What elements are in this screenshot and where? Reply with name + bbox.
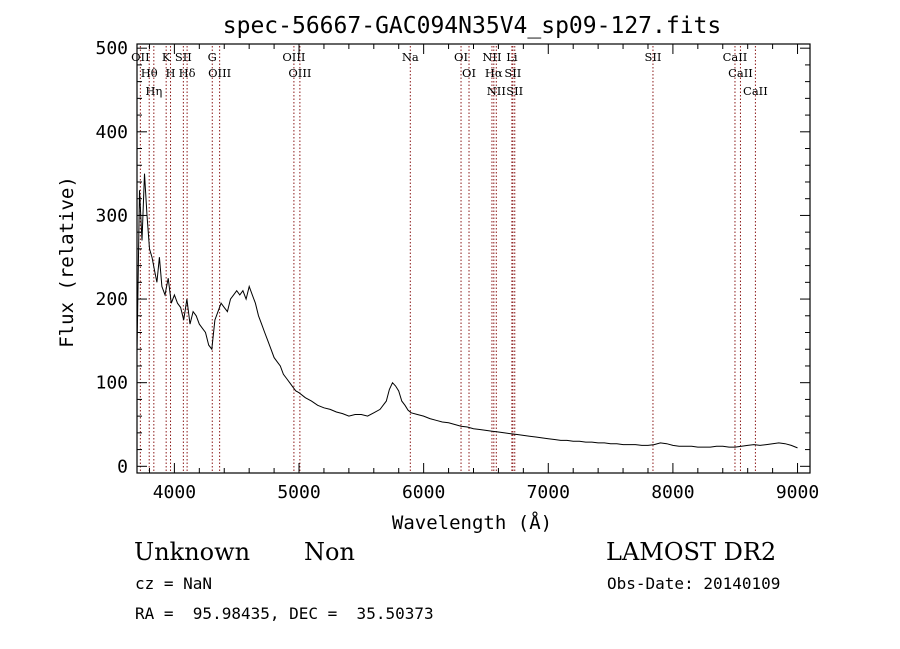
line-marker-label: Hη (145, 84, 162, 98)
line-marker-label: Li (506, 50, 518, 64)
y-tick-label: 200 (95, 289, 128, 310)
spectrum-series-line (136, 173, 798, 449)
line-marker-label: SII (175, 50, 192, 64)
line-marker-label: OII (131, 50, 150, 64)
line-marker-label: OIII (282, 50, 305, 64)
y-tick-label: 0 (117, 456, 128, 477)
chart-title: spec-56667-GAC094N35V4_sp09-127.fits (223, 13, 722, 39)
x-tick-label: 7000 (527, 482, 570, 503)
line-marker-label: Na (402, 50, 419, 64)
y-tick-label: 500 (95, 38, 128, 59)
x-tick-label: 5000 (277, 482, 320, 503)
line-marker-label: Hθ (141, 66, 158, 80)
object-class: Unknown (134, 538, 251, 566)
plot-frame (136, 43, 811, 474)
object-subclass: Non (304, 538, 355, 566)
obs-date-label: Obs-Date: 20140109 (607, 574, 781, 593)
y-axis: 0 100 200 300 400 500 (95, 38, 810, 477)
line-markers (139, 46, 756, 473)
line-marker-labels: OII Hθ Hη KH SII Hδ G OIII OIII OIII Na OI OI NII Hα NI… (131, 50, 768, 98)
line-marker-label: SII (504, 66, 521, 80)
survey-label: LAMOST DR2 (606, 538, 777, 566)
line-marker-label: CaII (743, 84, 768, 98)
x-tick-label: 8000 (651, 482, 694, 503)
line-marker-label: SII (644, 50, 661, 64)
coordinates-label: RA = 95.98435, DEC = 35.50373 (135, 604, 434, 623)
line-marker-label: CaII (728, 66, 753, 80)
line-marker-label: OI (462, 66, 476, 80)
line-marker-label: G (208, 50, 217, 64)
line-marker-label: Hα (485, 66, 503, 80)
y-tick-label: 100 (95, 373, 128, 394)
x-tick-label: 6000 (402, 482, 445, 503)
line-marker-label: SII (506, 84, 523, 98)
line-marker-label: OI (454, 50, 468, 64)
x-tick-label: 9000 (776, 482, 819, 503)
line-marker-label: NII (482, 50, 501, 64)
x-axis-label: Wavelength (Å) (392, 511, 552, 534)
line-marker-label: H (166, 66, 176, 80)
line-marker-label: NII (487, 84, 506, 98)
x-axis: 4000 5000 6000 7000 8000 9000 (148, 44, 819, 503)
redshift-label: cz = NaN (135, 574, 213, 593)
x-tick-label: 4000 (153, 482, 196, 503)
y-axis-label: Flux (relative) (56, 176, 78, 348)
line-marker-label: K (162, 50, 171, 64)
line-marker-label: OIII (208, 66, 231, 80)
line-marker-label: OIII (288, 66, 311, 80)
line-marker-label: CaII (723, 50, 748, 64)
y-tick-label: 300 (95, 205, 128, 226)
line-marker-label: Hδ (179, 66, 196, 80)
y-tick-label: 400 (95, 122, 128, 143)
